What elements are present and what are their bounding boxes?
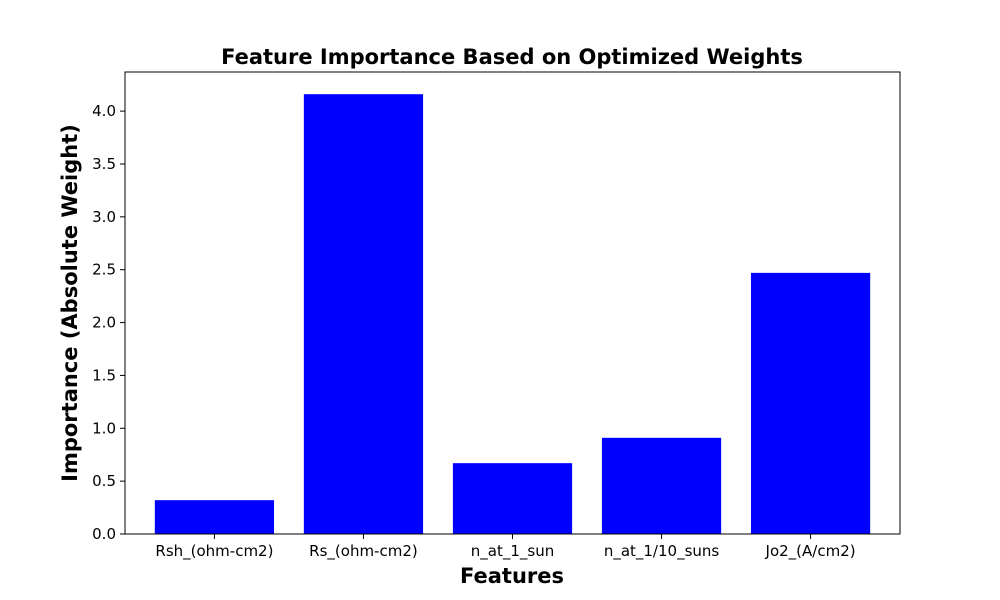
bars-group [154, 94, 871, 535]
y-tick-label: 2.5 [92, 261, 116, 279]
y-tick-label: 2.0 [92, 314, 116, 332]
bar-4 [750, 272, 871, 534]
bar-3 [601, 437, 722, 534]
x-tick-label: Rsh_(ohm-cm2) [155, 542, 273, 561]
y-tick-label: 0.0 [92, 525, 116, 543]
y-tick-label: 3.5 [92, 155, 116, 173]
y-tick-label: 0.5 [92, 472, 116, 490]
bar-2 [452, 463, 573, 534]
x-tick-label: Jo2_(A/cm2) [765, 542, 856, 561]
x-tick-label: n_at_1/10_suns [604, 542, 720, 561]
chart-title: Feature Importance Based on Optimized We… [221, 45, 803, 69]
y-tick-label: 3.0 [92, 208, 116, 226]
y-axis-label: Importance (Absolute Weight) [58, 124, 82, 482]
x-tick-label: Rs_(ohm-cm2) [309, 542, 418, 561]
plot-frame [124, 71, 901, 535]
x-axis-ticks: Rsh_(ohm-cm2) Rs_(ohm-cm2) n_at_1_sun n_at_… [155, 534, 856, 561]
y-tick-label: 1.0 [92, 419, 116, 437]
x-axis-label: Features [460, 564, 564, 588]
x-tick-label: n_at_1_sun [471, 542, 554, 561]
y-tick-label: 1.5 [92, 366, 116, 384]
y-axis-ticks: 0.0 0.5 1.0 1.5 2.0 2.5 3.0 3.5 4.0 [92, 102, 125, 543]
bar-1 [303, 94, 424, 535]
y-tick-label: 4.0 [92, 102, 116, 120]
bar-0 [154, 500, 275, 534]
